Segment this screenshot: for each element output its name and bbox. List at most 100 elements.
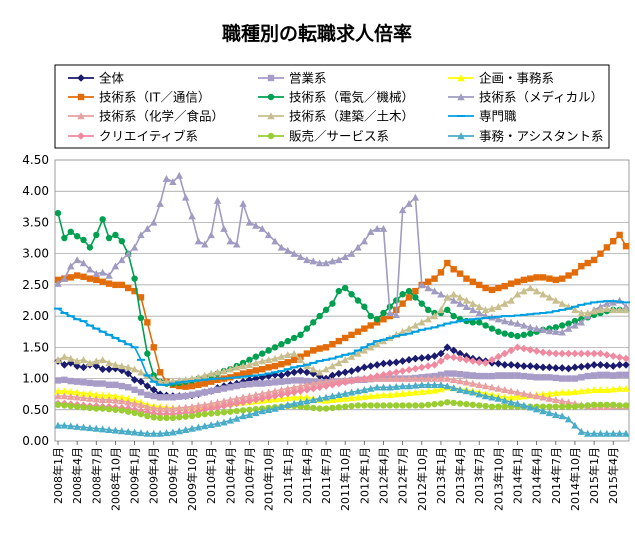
legend-label: 技術系（電気／機械） bbox=[289, 90, 414, 105]
y-axis: 0.00 0.50 1.00 1.50 2.00 2.50 3.00 3.50 4.00 4.50 bbox=[22, 153, 49, 448]
data-point bbox=[144, 412, 151, 420]
data-point bbox=[60, 387, 69, 395]
data-point bbox=[73, 256, 81, 264]
data-point bbox=[315, 378, 324, 386]
data-point bbox=[264, 393, 273, 402]
data-point bbox=[468, 318, 477, 321]
data-point bbox=[303, 385, 311, 394]
data-point bbox=[456, 299, 464, 307]
x-tick-label: 2011年4月 bbox=[300, 447, 314, 504]
data-point bbox=[526, 391, 534, 398]
data-point bbox=[570, 305, 579, 308]
legend-marker bbox=[457, 132, 465, 140]
data-point bbox=[99, 278, 106, 285]
data-point bbox=[424, 306, 432, 314]
data-point bbox=[437, 306, 445, 314]
chart-title: 職種別の転職求人倍率 bbox=[222, 22, 412, 45]
data-point bbox=[290, 383, 298, 391]
data-point bbox=[232, 414, 241, 422]
data-point bbox=[437, 290, 445, 298]
data-point bbox=[188, 402, 196, 410]
data-point bbox=[514, 372, 521, 379]
data-point bbox=[615, 353, 624, 362]
data-point bbox=[494, 352, 503, 361]
data-point bbox=[603, 386, 611, 393]
legend-label: 技術系（建築／土木） bbox=[289, 109, 414, 124]
data-point bbox=[207, 378, 215, 385]
data-point bbox=[526, 323, 534, 331]
data-point bbox=[469, 357, 477, 365]
data-point bbox=[444, 399, 451, 406]
data-point bbox=[462, 296, 471, 304]
data-point bbox=[111, 392, 120, 400]
data-point bbox=[558, 328, 566, 336]
data-point bbox=[577, 362, 586, 371]
data-point bbox=[271, 237, 279, 245]
data-point bbox=[411, 374, 420, 382]
data-point bbox=[443, 322, 452, 325]
data-point bbox=[232, 394, 241, 402]
data-point bbox=[475, 303, 483, 310]
data-point bbox=[258, 373, 267, 376]
data-point bbox=[176, 393, 183, 400]
x-tick-label: 2008年10月 bbox=[108, 447, 122, 511]
data-point bbox=[399, 291, 406, 298]
data-point bbox=[571, 421, 579, 429]
legend-label: 販売／サービス系 bbox=[289, 129, 389, 144]
data-point bbox=[322, 393, 330, 401]
data-point bbox=[603, 351, 611, 359]
data-point bbox=[552, 276, 559, 284]
data-point bbox=[450, 312, 457, 320]
y-tick-label: 3.00 bbox=[22, 247, 49, 261]
data-point bbox=[303, 397, 311, 405]
data-point bbox=[514, 332, 521, 340]
data-point bbox=[501, 317, 509, 325]
data-point bbox=[265, 379, 272, 387]
data-point bbox=[412, 287, 419, 295]
data-point bbox=[315, 360, 324, 363]
data-point bbox=[584, 429, 592, 437]
data-point bbox=[175, 381, 184, 384]
data-point bbox=[603, 401, 611, 408]
data-point bbox=[143, 374, 152, 377]
data-point bbox=[360, 346, 369, 349]
data-point bbox=[124, 427, 132, 435]
data-point bbox=[398, 389, 407, 397]
data-point bbox=[558, 299, 566, 307]
data-point bbox=[367, 312, 374, 320]
data-point bbox=[347, 367, 356, 375]
data-point bbox=[475, 390, 483, 398]
data-point bbox=[92, 357, 100, 365]
data-point bbox=[118, 393, 126, 401]
data-point bbox=[622, 354, 630, 363]
data-point bbox=[520, 344, 528, 353]
data-point bbox=[590, 361, 598, 369]
data-point bbox=[98, 268, 107, 276]
data-point bbox=[162, 175, 171, 182]
y-tick-label: 4.50 bbox=[22, 153, 49, 167]
data-point bbox=[469, 388, 477, 396]
data-point bbox=[232, 376, 241, 379]
data-point bbox=[399, 300, 406, 307]
data-point bbox=[328, 257, 337, 265]
data-point bbox=[405, 402, 413, 409]
data-point bbox=[380, 316, 387, 323]
data-point bbox=[373, 340, 381, 348]
data-point bbox=[233, 372, 240, 379]
data-point bbox=[367, 322, 374, 329]
data-point bbox=[214, 409, 221, 417]
data-point bbox=[507, 346, 515, 355]
data-point bbox=[150, 392, 157, 400]
data-point bbox=[545, 311, 554, 314]
data-point bbox=[424, 284, 432, 292]
legend-label: 専門職 bbox=[479, 109, 517, 124]
x-tick-label: 2012年1月 bbox=[357, 447, 371, 504]
data-point bbox=[67, 262, 75, 270]
data-point bbox=[379, 391, 388, 398]
data-point bbox=[316, 312, 323, 320]
legend-marker bbox=[267, 74, 275, 82]
data-point bbox=[609, 385, 617, 393]
data-point bbox=[520, 287, 528, 295]
data-point bbox=[494, 384, 503, 392]
data-point bbox=[252, 359, 260, 367]
